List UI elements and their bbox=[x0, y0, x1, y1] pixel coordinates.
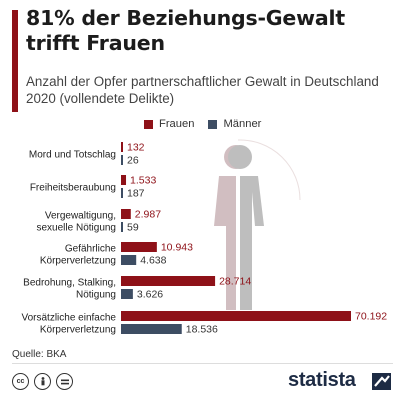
bar-maenner bbox=[121, 324, 182, 334]
legend: Frauen Männer bbox=[144, 118, 275, 130]
category-label: Bedrohung, Stalking, bbox=[23, 278, 116, 289]
category-label: Gefährliche bbox=[65, 244, 117, 255]
nd-icon[interactable] bbox=[56, 373, 73, 390]
bar-frauen bbox=[121, 175, 127, 185]
legend-swatch-maenner bbox=[208, 119, 218, 129]
man-figure-icon bbox=[228, 145, 264, 310]
value-label-maenner: 59 bbox=[127, 222, 139, 234]
category-label: Körperverletzung bbox=[40, 256, 116, 267]
value-label-frauen: 28.714 bbox=[219, 276, 251, 288]
legend-item-frauen: Frauen bbox=[144, 118, 194, 130]
value-label-maenner: 26 bbox=[127, 155, 139, 167]
cc-icon[interactable]: cc bbox=[12, 373, 29, 390]
bar-frauen bbox=[121, 276, 216, 286]
legend-item-maenner: Männer bbox=[208, 118, 261, 130]
value-label-maenner: 187 bbox=[127, 188, 145, 200]
footer-divider bbox=[12, 363, 393, 364]
category-label: Vergewaltigung, bbox=[45, 211, 116, 222]
by-icon[interactable] bbox=[34, 373, 51, 390]
source-note: Quelle: BKA bbox=[12, 349, 67, 360]
value-label-maenner: 18.536 bbox=[186, 324, 218, 336]
bar-maenner bbox=[121, 222, 123, 232]
bar-frauen bbox=[121, 142, 123, 152]
legend-label-frauen: Frauen bbox=[159, 118, 195, 130]
category-label: sexuelle Nötigung bbox=[37, 223, 117, 234]
bar-maenner bbox=[121, 289, 133, 299]
gender-figures-illustration bbox=[214, 139, 301, 310]
bar-maenner bbox=[121, 188, 123, 198]
bar-frauen bbox=[121, 311, 351, 321]
statista-brand[interactable]: statista bbox=[288, 369, 356, 391]
value-label-frauen: 10.943 bbox=[161, 242, 193, 254]
legend-label-maenner: Männer bbox=[223, 118, 262, 130]
bar-maenner bbox=[121, 255, 137, 265]
category-label: Vorsätzliche einfache bbox=[21, 313, 116, 324]
value-label-frauen: 132 bbox=[127, 142, 145, 154]
value-label-frauen: 70.192 bbox=[355, 311, 387, 323]
bar-frauen bbox=[121, 209, 131, 219]
chart-title: 81% der Beziehungs-Gewalt trifft Frauen bbox=[26, 6, 345, 55]
value-label-frauen: 1.533 bbox=[130, 175, 156, 187]
value-label-maenner: 4.638 bbox=[140, 255, 166, 267]
title-accent-bar bbox=[12, 10, 18, 112]
category-label: Freiheitsberaubung bbox=[30, 183, 116, 194]
category-label: Mord und Totschlag bbox=[29, 150, 116, 161]
bar-frauen bbox=[121, 242, 157, 252]
license-icons: cc bbox=[12, 373, 78, 390]
value-label-frauen: 2.987 bbox=[135, 209, 161, 221]
category-label: Körperverletzung bbox=[40, 325, 116, 336]
category-label: Nötigung bbox=[76, 290, 116, 301]
value-label-maenner: 3.626 bbox=[137, 289, 163, 301]
chart-subtitle: Anzahl der Opfer partnerschaftlicher Gew… bbox=[26, 74, 379, 106]
statista-logo-icon[interactable] bbox=[372, 373, 391, 390]
bar-maenner bbox=[121, 155, 123, 165]
legend-swatch-frauen bbox=[144, 119, 153, 129]
figure-divider-arc bbox=[237, 139, 301, 201]
